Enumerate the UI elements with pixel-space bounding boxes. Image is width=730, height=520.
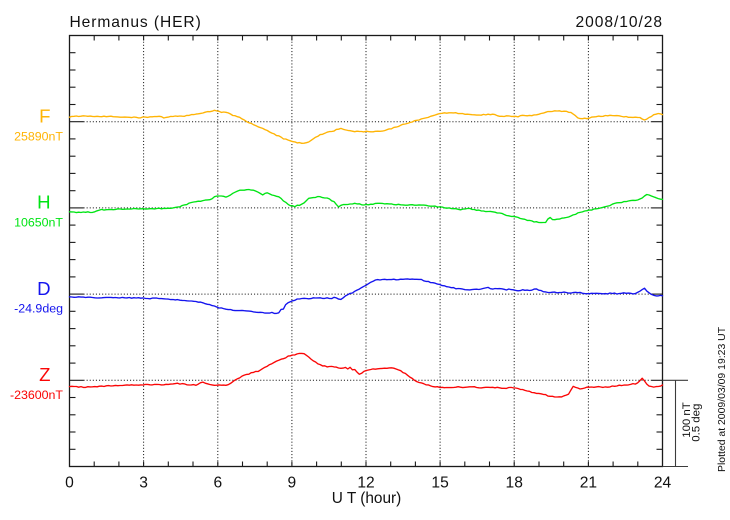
svg-text:0.5 deg: 0.5 deg xyxy=(691,404,703,442)
svg-text:F: F xyxy=(39,105,50,126)
svg-text:100 nT: 100 nT xyxy=(681,402,693,438)
svg-text:Plotted at 2009/03/09 19:23 UT: Plotted at 2009/03/09 19:23 UT xyxy=(717,326,728,472)
svg-text:6: 6 xyxy=(213,475,222,492)
svg-text:-24.9deg: -24.9deg xyxy=(14,302,63,316)
svg-text:H: H xyxy=(37,192,50,213)
svg-text:-23600nT: -23600nT xyxy=(10,388,63,402)
svg-text:U T (hour): U T (hour) xyxy=(332,490,402,507)
svg-text:Z: Z xyxy=(39,364,50,385)
svg-text:15: 15 xyxy=(431,475,449,492)
svg-text:21: 21 xyxy=(580,475,597,492)
svg-text:2008/10/28: 2008/10/28 xyxy=(575,14,663,31)
svg-text:25890nT: 25890nT xyxy=(14,129,63,143)
svg-text:18: 18 xyxy=(506,475,523,492)
svg-text:D: D xyxy=(37,278,50,299)
svg-text:24: 24 xyxy=(654,475,672,492)
svg-text:Hermanus (HER): Hermanus (HER) xyxy=(70,14,202,31)
svg-text:0: 0 xyxy=(65,475,74,492)
svg-text:12: 12 xyxy=(357,475,374,492)
svg-text:10650nT: 10650nT xyxy=(14,216,63,230)
svg-text:9: 9 xyxy=(288,475,297,492)
svg-text:3: 3 xyxy=(139,475,148,492)
